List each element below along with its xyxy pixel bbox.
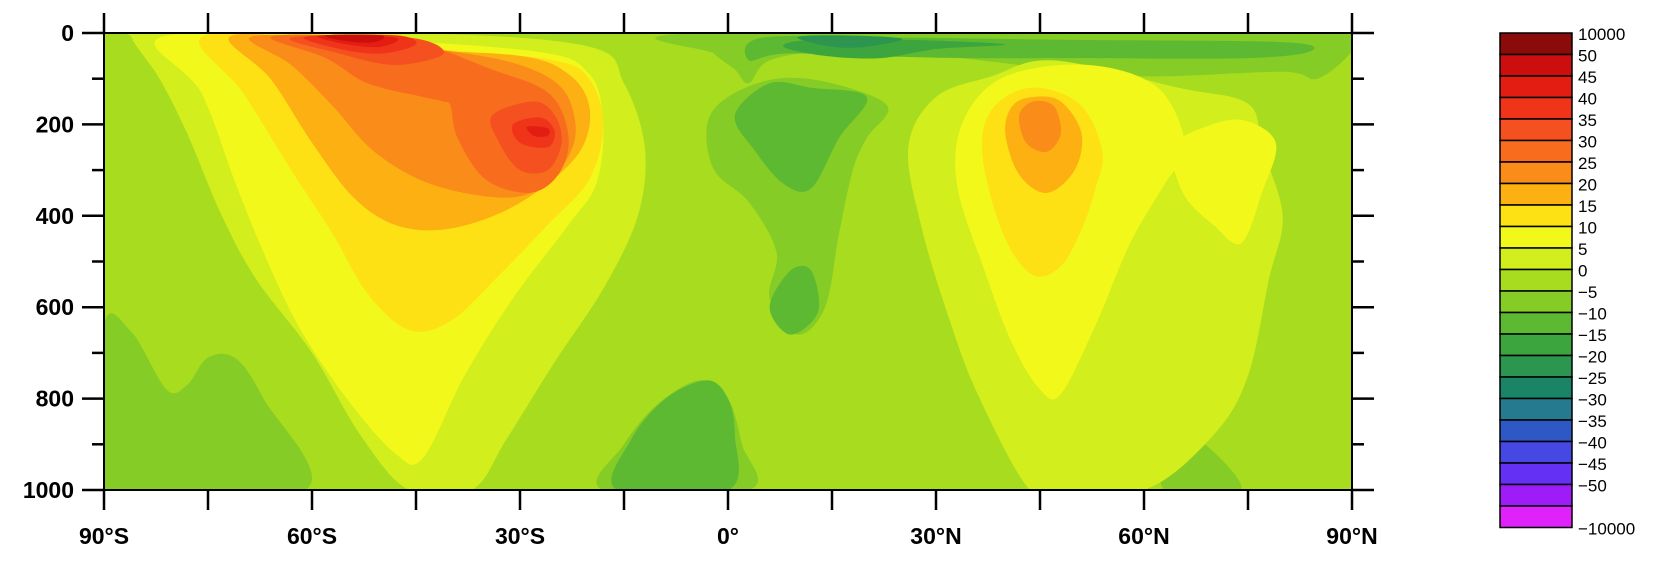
colorbar-swatch	[1499, 161, 1573, 185]
colorbar-label: −20	[1578, 348, 1607, 367]
x-tick-label: 90°N	[1326, 523, 1377, 549]
y-tick-label: 800	[36, 386, 74, 412]
colorbar-label: 50	[1578, 47, 1597, 66]
y-tick-label: 400	[36, 203, 74, 229]
colorbar-swatch	[1499, 397, 1573, 421]
contour-region-50	[324, 34, 385, 43]
contour-region-30	[270, 34, 569, 193]
colorbar-label: −50	[1578, 477, 1607, 496]
x-tick-label: 0°	[717, 523, 739, 549]
colorbar-label: −15	[1578, 326, 1607, 345]
y-tick-label: 1000	[23, 477, 74, 503]
colorbar-swatch	[1499, 96, 1573, 120]
colorbar-label: 35	[1578, 111, 1597, 130]
contour-region--10	[734, 81, 868, 192]
colorbar-label: 0	[1578, 262, 1587, 281]
y-axis: 0 200 400 600 800 1000	[23, 20, 1374, 503]
y-tick-label: 0	[61, 20, 74, 46]
colorbar-swatch	[1499, 462, 1573, 486]
colorbar-label: −10000	[1578, 520, 1635, 539]
colorbar-label: −25	[1578, 369, 1607, 388]
colorbar-label: 5	[1578, 240, 1587, 259]
colorbar-swatch	[1499, 311, 1573, 335]
colorbar-label: 10	[1578, 219, 1597, 238]
colorbar-swatch	[1499, 75, 1573, 99]
contour-region-25	[1018, 100, 1062, 153]
colorbar-swatch	[1499, 204, 1573, 228]
contour-region--5	[104, 313, 313, 490]
colorbar-swatch	[1499, 118, 1573, 142]
x-tick-label: 60°N	[1118, 523, 1169, 549]
y-tick-label: 200	[36, 111, 74, 137]
colorbar-label: 45	[1578, 68, 1597, 87]
contour-region--10	[769, 265, 820, 335]
y-tick-label: 600	[36, 294, 74, 320]
colorbar-swatch	[1499, 354, 1573, 378]
colorbar-swatch	[1499, 505, 1573, 529]
x-tick-label: 30°S	[495, 523, 545, 549]
colorbar-swatch	[1499, 32, 1573, 56]
colorbar-label: 30	[1578, 133, 1597, 152]
colorbar-label: −45	[1578, 455, 1607, 474]
colorbar-label: 25	[1578, 154, 1597, 173]
colorbar-label: −30	[1578, 391, 1607, 410]
colorbar-swatch	[1499, 376, 1573, 400]
contour-region-45	[526, 126, 550, 137]
x-tick-label: 60°S	[287, 523, 337, 549]
colorbar-label: 15	[1578, 197, 1597, 216]
colorbar-label: 20	[1578, 176, 1597, 195]
colorbar-swatch	[1499, 268, 1573, 292]
contour-region--20	[797, 35, 903, 48]
contour-region-10	[1169, 119, 1277, 245]
colorbar-swatch	[1499, 290, 1573, 314]
colorbar-swatch	[1499, 333, 1573, 357]
colorbar-swatch	[1499, 53, 1573, 77]
colorbar: 1000050454035302520151050−5−10−15−20−25−…	[1499, 25, 1635, 539]
colorbar-label: −5	[1578, 283, 1597, 302]
colorbar-swatch	[1499, 440, 1573, 464]
colorbar-swatch	[1499, 483, 1573, 507]
contour-region--10	[611, 380, 739, 490]
colorbar-label: −10	[1578, 305, 1607, 324]
colorbar-swatch	[1499, 139, 1573, 163]
colorbar-swatch	[1499, 419, 1573, 443]
colorbar-swatch	[1499, 182, 1573, 206]
x-axis: 90°S 60°S 30°S 0° 30°N 60°N 90°N	[79, 13, 1378, 549]
contour-fill-layer	[104, 33, 1352, 490]
colorbar-label: 10000	[1578, 25, 1625, 44]
colorbar-swatch	[1499, 225, 1573, 249]
colorbar-swatch	[1499, 247, 1573, 271]
colorbar-label: −35	[1578, 412, 1607, 431]
x-tick-label: 90°S	[79, 523, 129, 549]
colorbar-label: 40	[1578, 90, 1597, 109]
x-tick-label: 30°N	[910, 523, 961, 549]
colorbar-label: −40	[1578, 434, 1607, 453]
